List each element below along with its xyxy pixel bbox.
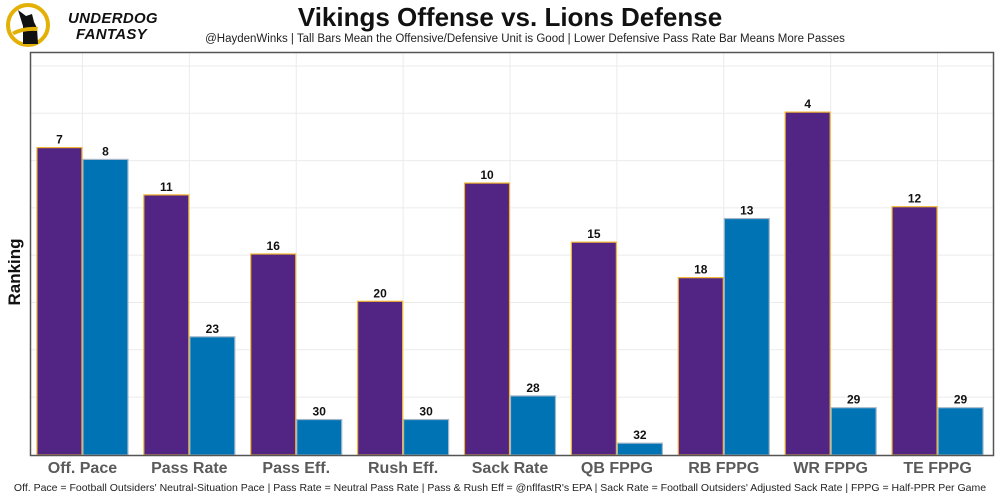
bar-value-label: 12 [908, 192, 922, 206]
offense-bar [143, 194, 190, 456]
x-tick-label: TE FPPG [903, 460, 971, 477]
bars [36, 111, 984, 456]
defense-bar [830, 407, 877, 456]
bar-value-label: 18 [694, 263, 708, 277]
bar-value-label: 30 [419, 405, 433, 419]
bar-value-label: 15 [587, 227, 601, 241]
bar-value-label: 13 [740, 204, 754, 218]
bar-value-label: 23 [206, 322, 220, 336]
x-tick-label: Sack Rate [472, 460, 549, 477]
x-tick-label: RB FPPG [688, 460, 759, 477]
x-tick-label: Pass Eff. [262, 460, 330, 477]
chart-title: Vikings Offense vs. Lions Defense [297, 2, 723, 32]
bar-value-label: 7 [56, 133, 63, 147]
defense-bar [616, 442, 663, 456]
x-tick-label: Off. Pace [48, 460, 117, 477]
x-tick-label: Pass Rate [151, 460, 228, 477]
defense-bar [82, 158, 129, 456]
bar-value-label: 4 [804, 97, 811, 111]
offense-bar [250, 253, 297, 456]
data-labels: 7 11 16 20 10 15 18 4 12 8 23 30 30 28 32 13 29 29 [56, 97, 967, 442]
defense-bar [403, 418, 450, 456]
defense-bar [937, 407, 984, 456]
defense-bar [509, 395, 557, 456]
offense-bar [357, 300, 404, 456]
logo-wordmark: UNDERDOG FANTASY [68, 11, 158, 43]
offense-bar [570, 241, 617, 456]
defense-bar [296, 418, 343, 456]
chart-caption: Off. Pace = Football Outsiders' Neutral-… [13, 482, 987, 494]
logo-line-2: FANTASY [76, 26, 147, 43]
bar-value-label: 29 [847, 393, 861, 407]
offense-bar [891, 206, 938, 456]
bar-value-label: 11 [160, 180, 173, 194]
x-tick-label: WR FPPG [793, 460, 868, 477]
offense-bar [463, 182, 511, 456]
x-tick-label: Rush Eff. [368, 460, 438, 477]
underdog-fantasy-logo: UNDERDOG FANTASY [4, 2, 204, 48]
bar-value-label: 8 [102, 144, 109, 158]
offense-bar [677, 277, 724, 456]
defense-bar [189, 336, 236, 456]
bar-value-label: 10 [480, 168, 494, 182]
plot-frame [29, 51, 995, 457]
defense-bar [723, 217, 770, 456]
bar-value-label: 32 [633, 428, 647, 442]
offense-bar [784, 111, 831, 456]
x-tick-label: QB FPPG [581, 460, 653, 477]
logo-line-1: UNDERDOG [68, 10, 158, 27]
dog-logo-icon [6, 3, 50, 47]
x-tick-labels: Off. Pace Pass Rate Pass Eff. Rush Eff. Sack… [48, 460, 972, 477]
bar-value-label: 30 [313, 405, 327, 419]
bar-value-label: 20 [373, 286, 387, 300]
bar-value-label: 28 [526, 381, 540, 395]
offense-bar [36, 146, 83, 456]
bar-value-label: 29 [954, 393, 968, 407]
bar-value-label: 16 [267, 239, 281, 253]
chart-subtitle: @HaydenWinks | Tall Bars Mean the Offens… [205, 33, 845, 45]
